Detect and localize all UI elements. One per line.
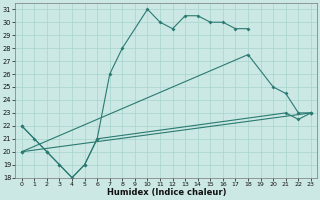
X-axis label: Humidex (Indice chaleur): Humidex (Indice chaleur) bbox=[107, 188, 226, 197]
